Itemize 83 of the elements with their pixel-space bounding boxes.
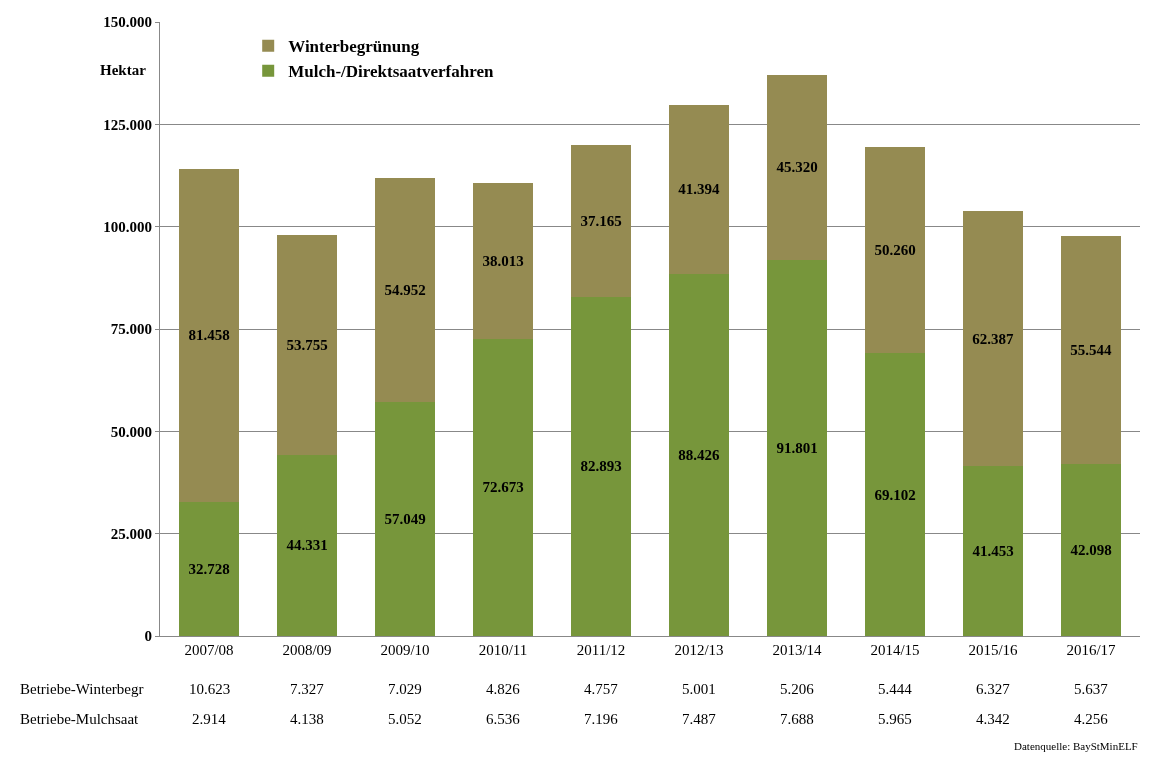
bar <box>1060 463 1122 636</box>
x-tick-label: 2015/16 <box>968 642 1019 658</box>
text: 4.138 <box>290 711 324 727</box>
text: 6.536 <box>486 711 521 727</box>
y-tick-label: 75.000 <box>110 321 152 338</box>
text: 10.623 <box>189 681 231 697</box>
text: 7.029 <box>388 681 422 697</box>
x-tick-label: 2008/09 <box>282 642 332 658</box>
text: Betriebe-Winterbegr <box>20 681 144 697</box>
legend-label: Winterbegrünung <box>288 37 420 57</box>
y-tick-label: 100.000 <box>103 218 152 235</box>
x-tick-label: 2010/11 <box>478 642 528 658</box>
data-label: 57.049 <box>384 511 426 528</box>
x-tick-label: 2012/13 <box>674 642 724 658</box>
data-label: 41.453 <box>972 543 1014 560</box>
x-tick-label: 2013/14 <box>772 642 823 658</box>
text: 4.256 <box>1074 711 1109 727</box>
data-label: 37.165 <box>580 212 622 229</box>
bar <box>276 454 338 636</box>
text: 5.206 <box>780 681 815 697</box>
data-label: 50.260 <box>874 242 916 259</box>
y-tick-label: 0 <box>144 628 152 645</box>
text: 6.327 <box>976 681 1011 697</box>
x-tick-label: 2016/17 <box>1066 642 1117 658</box>
data-label: 38.013 <box>482 252 524 269</box>
bar <box>374 402 436 636</box>
text: 4.342 <box>976 711 1010 727</box>
text: Betriebe-Mulchsaat <box>20 711 140 727</box>
data-label: 41.394 <box>678 181 720 198</box>
data-label: 69.102 <box>874 486 916 503</box>
data-label: 62.387 <box>972 330 1014 347</box>
text: 5.001 <box>682 681 716 697</box>
text: 7.487 <box>682 711 717 727</box>
bar <box>472 182 534 339</box>
y-tick-label: 25.000 <box>110 525 152 542</box>
data-label: 82.893 <box>580 458 622 475</box>
bar <box>570 144 632 297</box>
data-label: 81.458 <box>188 327 230 344</box>
x-tick-label: 2009/10 <box>380 642 430 658</box>
bar <box>178 168 240 503</box>
text: 5.965 <box>878 711 912 727</box>
data-label: 32.728 <box>188 561 230 578</box>
data-label: 91.801 <box>776 440 818 457</box>
x-tick-label: 2014/15 <box>870 642 920 658</box>
data-label: 44.331 <box>286 537 328 554</box>
bar <box>276 234 338 455</box>
y-tick-label: 150.000 <box>103 14 152 31</box>
bar <box>668 274 730 636</box>
text: 2.914 <box>192 711 227 727</box>
bar <box>374 177 436 403</box>
x-tick-label: 2007/08 <box>184 642 234 658</box>
legend-label: Mulch-/Direktsaatverfahren <box>288 62 494 82</box>
bar <box>1060 236 1122 464</box>
text: 4.826 <box>486 681 521 697</box>
y-axis-title: Hektar <box>100 62 147 78</box>
bar <box>668 104 730 275</box>
data-label: 55.544 <box>1070 342 1112 358</box>
text: Datenquelle: BayStMinELF <box>1014 740 1138 752</box>
data-label: 45.320 <box>776 159 818 176</box>
bar <box>766 74 828 261</box>
data-label: 53.755 <box>286 336 328 353</box>
bar <box>472 338 534 636</box>
y-tick-label: 125.000 <box>103 116 152 133</box>
data-label: 54.952 <box>384 282 426 299</box>
text: 7.688 <box>780 711 814 727</box>
y-tick-label: 50.000 <box>110 423 152 440</box>
text: 4.757 <box>584 681 619 697</box>
text: 5.637 <box>1074 681 1109 697</box>
data-label: 42.098 <box>1070 541 1112 558</box>
text: 5.052 <box>388 711 422 727</box>
bar <box>962 210 1024 467</box>
data-label: 72.673 <box>482 479 524 496</box>
bar <box>178 502 240 636</box>
text: 7.196 <box>584 711 619 727</box>
bar <box>864 147 926 354</box>
text: 7.327 <box>290 681 325 697</box>
bar <box>570 296 632 636</box>
bar <box>766 260 828 636</box>
bar <box>962 466 1024 636</box>
x-tick-label: 2011/12 <box>576 642 626 658</box>
text: 5.444 <box>878 681 913 697</box>
bar <box>864 353 926 636</box>
data-label: 88.426 <box>678 447 720 464</box>
